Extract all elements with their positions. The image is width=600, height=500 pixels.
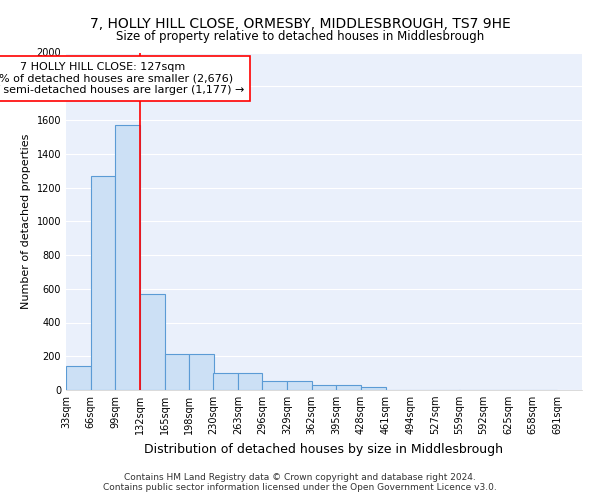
Bar: [361, 386, 386, 390]
Text: Size of property relative to detached houses in Middlesbrough: Size of property relative to detached ho…: [116, 30, 484, 43]
Bar: [189, 354, 214, 390]
Bar: [337, 385, 361, 390]
Text: 7 HOLLY HILL CLOSE: 127sqm
← 68% of detached houses are smaller (2,676)
30% of s: 7 HOLLY HILL CLOSE: 127sqm ← 68% of deta…: [0, 62, 244, 95]
Bar: [66, 366, 91, 390]
Bar: [91, 176, 115, 390]
Bar: [213, 373, 238, 390]
Text: 7, HOLLY HILL CLOSE, ORMESBY, MIDDLESBROUGH, TS7 9HE: 7, HOLLY HILL CLOSE, ORMESBY, MIDDLESBRO…: [89, 18, 511, 32]
Bar: [238, 373, 262, 390]
Bar: [287, 380, 311, 390]
Bar: [115, 125, 140, 390]
Bar: [140, 294, 164, 390]
Y-axis label: Number of detached properties: Number of detached properties: [21, 134, 31, 309]
Bar: [262, 380, 287, 390]
X-axis label: Distribution of detached houses by size in Middlesbrough: Distribution of detached houses by size …: [145, 442, 503, 456]
Bar: [311, 385, 337, 390]
Text: Contains HM Land Registry data © Crown copyright and database right 2024.
Contai: Contains HM Land Registry data © Crown c…: [103, 473, 497, 492]
Bar: [164, 354, 189, 390]
